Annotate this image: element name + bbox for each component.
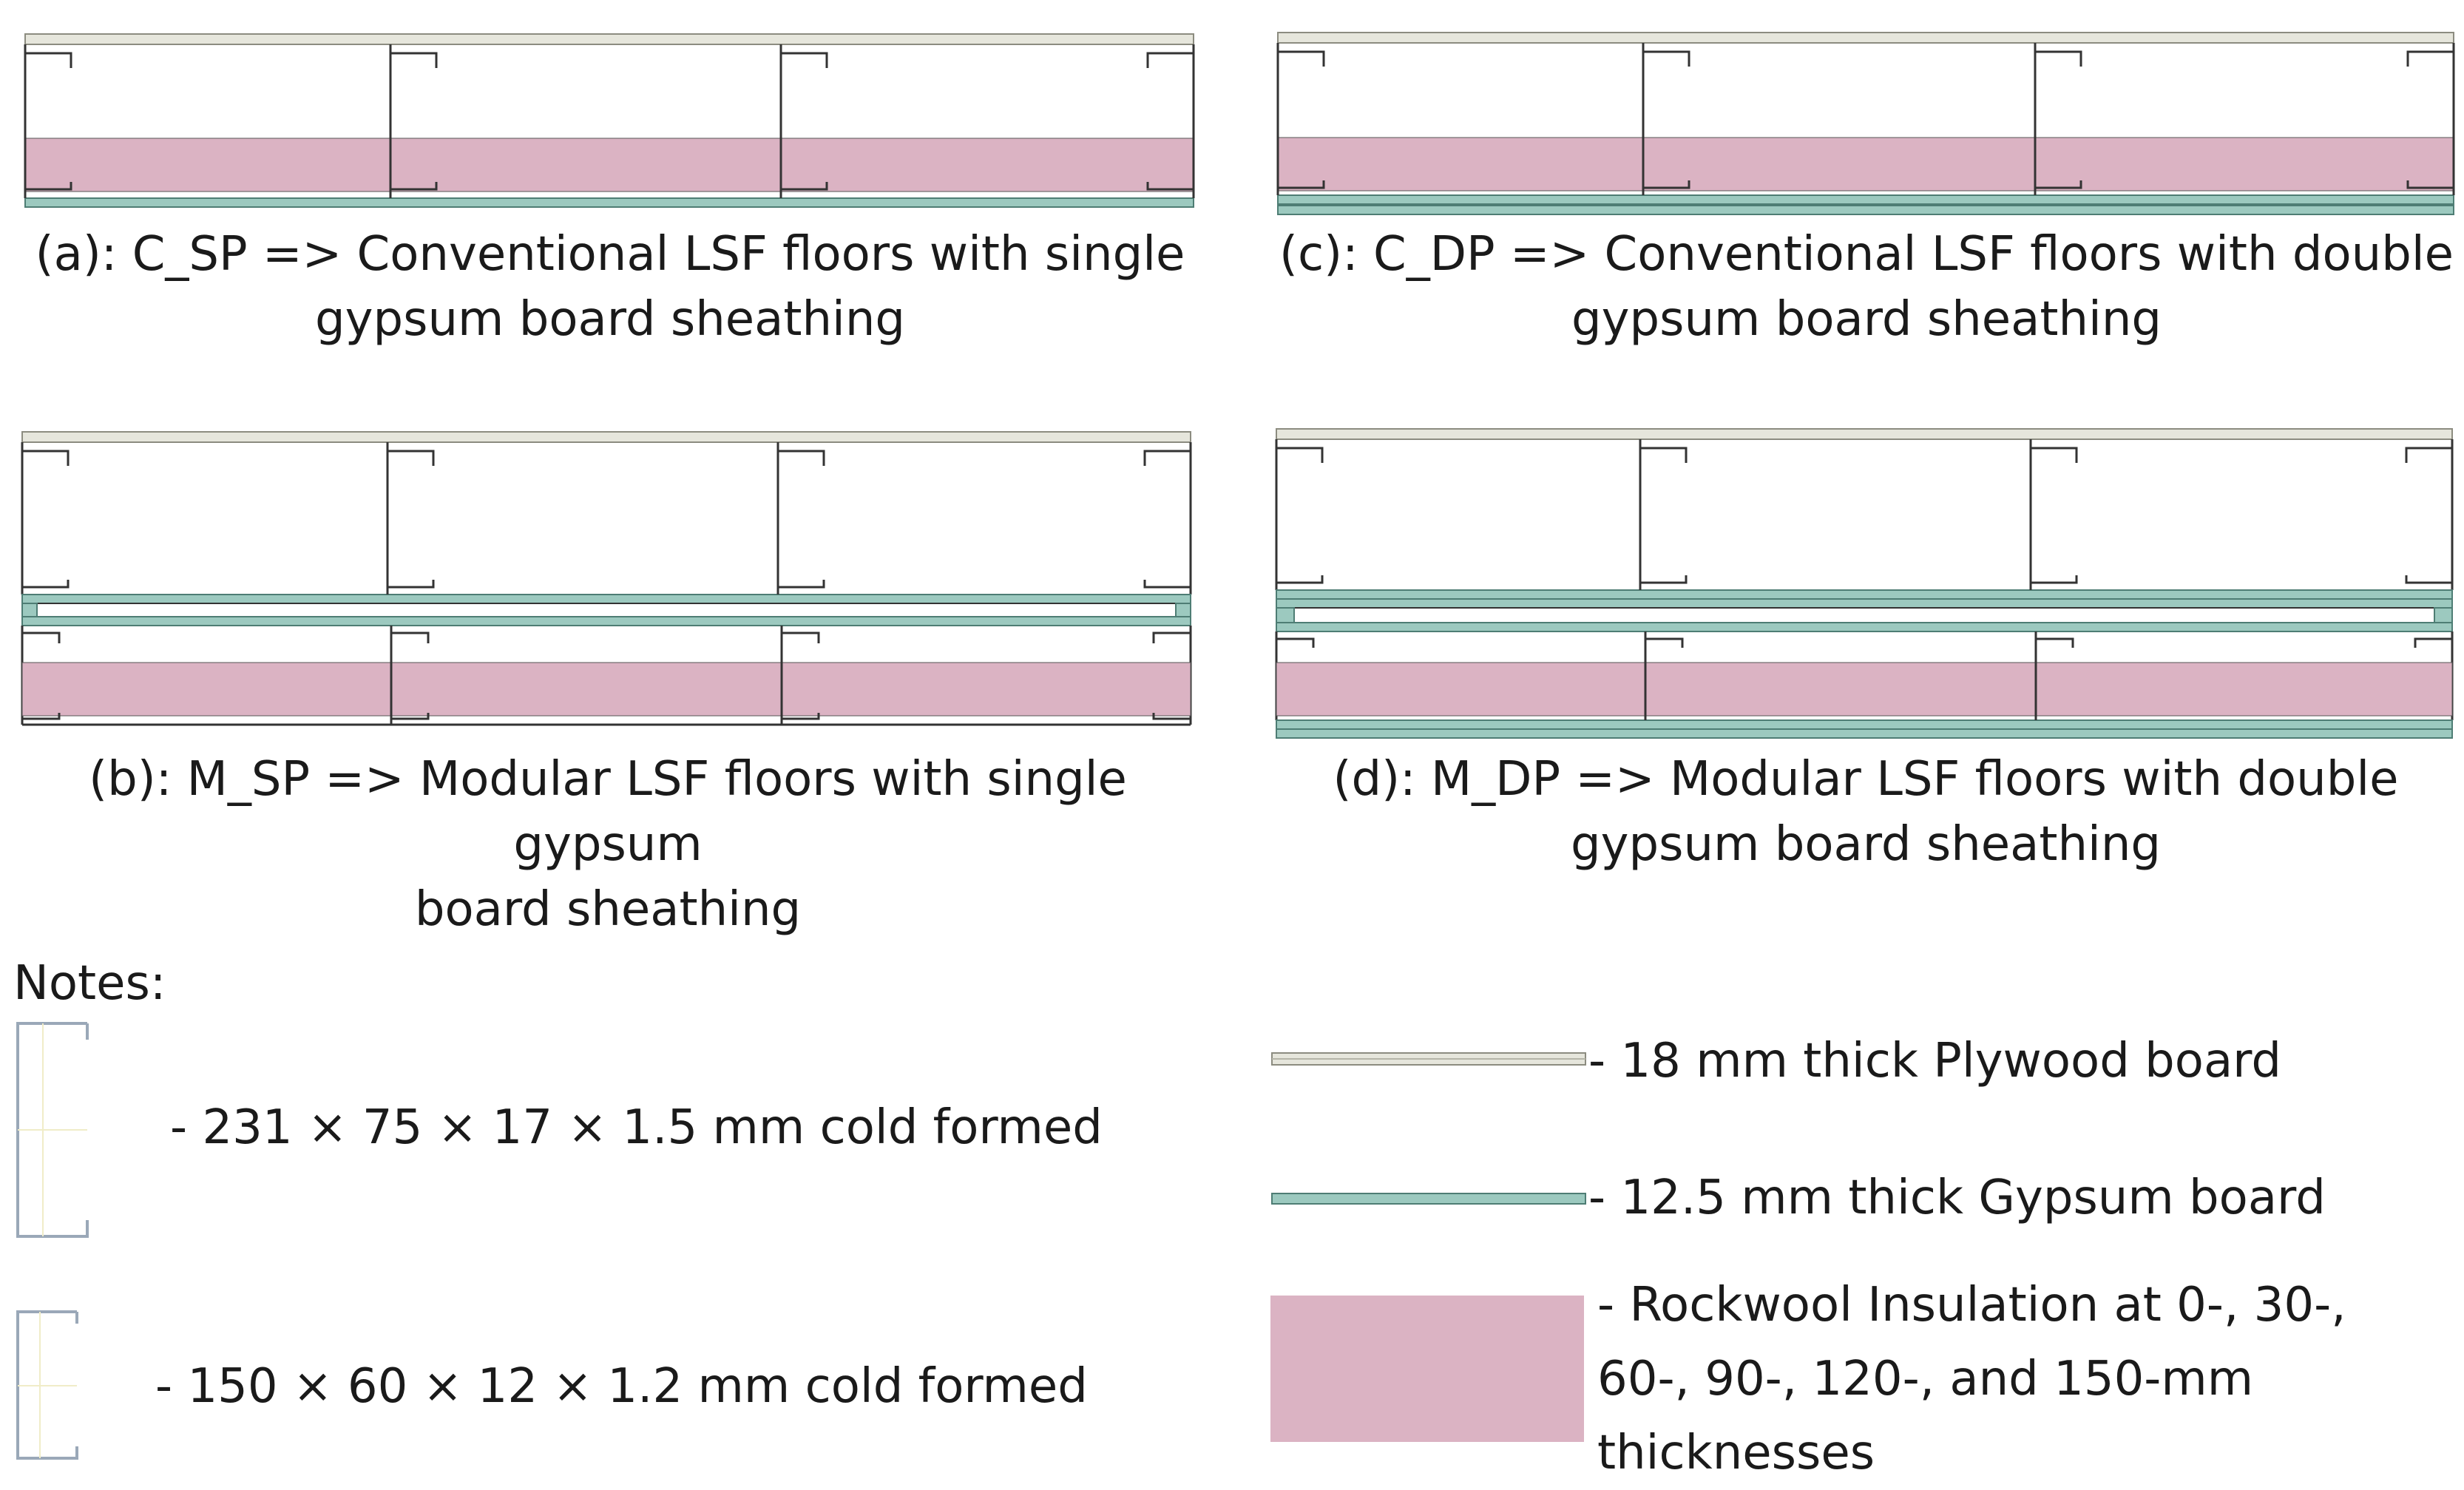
panel-d-caption-line1: (d): M_DP => Modular LSF floors with dou… — [1333, 752, 2399, 807]
steel-joist — [25, 44, 1194, 198]
rockwool-insulation — [24, 138, 1194, 192]
plywood-board — [1276, 428, 2453, 440]
gypsum-board — [1276, 719, 2453, 730]
gypsum-board — [24, 197, 1194, 208]
gypsum-board — [21, 594, 1191, 604]
panel-a-caption-line2: gypsum board sheathing — [315, 292, 905, 347]
legend-rockwool-swatch — [1270, 1296, 1584, 1442]
gypsum-board — [1277, 194, 2454, 205]
legend-stud-150-label: - 150 × 60 × 12 × 1.2 mm cold formed — [155, 1359, 1088, 1414]
steel-joist — [22, 442, 1191, 725]
steel-joist — [1278, 43, 2454, 195]
rockwool-insulation — [1277, 137, 2454, 192]
plywood-board — [21, 431, 1191, 443]
panel-c-diagram — [1276, 32, 2455, 215]
legend-plywood-symbol — [1271, 1052, 1586, 1066]
legend-rockwool-line1: - Rockwool Insulation at 0-, 30-, — [1597, 1278, 2346, 1332]
rockwool-insulation — [1276, 662, 2453, 717]
steel-joist — [1276, 439, 2452, 720]
panel-d-diagram — [1275, 428, 2454, 739]
legend-plywood-label: - 18 mm thick Plywood board — [1588, 1034, 2281, 1088]
plywood-board — [1277, 32, 2454, 44]
gypsum-board — [1276, 598, 2453, 609]
legend-stud-231-symbol — [16, 1022, 89, 1238]
panel-b-caption-line1: (b): M_SP => Modular LSF floors with sin… — [89, 752, 1127, 872]
panel-c-caption-line1: (c): C_DP => Conventional LSF floors wit… — [1279, 227, 2454, 282]
legend-gypsum-symbol — [1271, 1193, 1586, 1205]
notes-title: Notes: — [13, 956, 166, 1011]
gypsum-board — [21, 616, 1191, 626]
panel-c-caption-line2: gypsum board sheathing — [1571, 292, 2162, 347]
legend-gypsum-label: - 12.5 mm thick Gypsum board — [1588, 1171, 2326, 1225]
legend-rockwool-line2: 60-, 90-, 120-, and 150-mm — [1597, 1352, 2254, 1406]
panel-a-caption-line1: (a): C_SP => Conventional LSF floors wit… — [35, 227, 1185, 282]
gypsum-board — [1276, 622, 2453, 632]
gypsum-board — [1277, 205, 2454, 215]
legend-rockwool-line3: thicknesses — [1597, 1426, 1875, 1480]
panel-b-diagram — [21, 431, 1192, 726]
panel-d-caption-line2: gypsum board sheathing — [1571, 817, 2161, 872]
panel-a-diagram — [24, 33, 1195, 208]
plywood-board — [24, 33, 1194, 45]
gypsum-board — [1276, 589, 2453, 600]
panel-b-caption-line2: board sheathing — [414, 882, 802, 937]
legend-stud-231-label: - 231 × 75 × 17 × 1.5 mm cold formed — [170, 1100, 1103, 1155]
gypsum-board — [1276, 728, 2453, 739]
legend-rockwool-label: - Rockwool Insulation at 0-, 30-, 60-, 9… — [1597, 1268, 2346, 1490]
rockwool-insulation — [21, 662, 1191, 717]
legend-stud-150-symbol — [16, 1310, 78, 1460]
